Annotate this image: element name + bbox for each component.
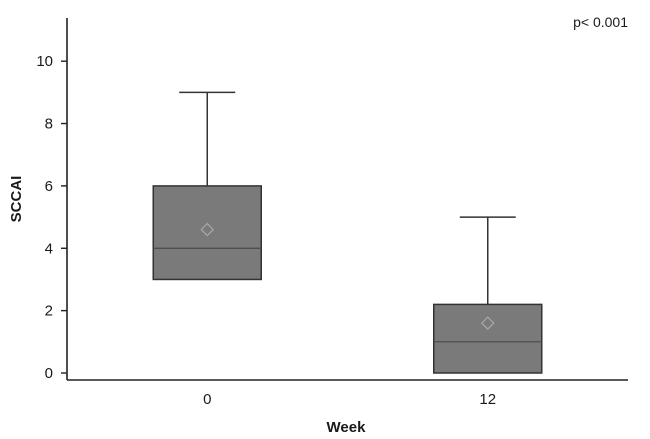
- x-axis-title: Week: [327, 419, 367, 436]
- y-axis-ticks: 0 2 4 6 8 10: [36, 53, 67, 382]
- y-tick-label: 6: [45, 178, 53, 195]
- mean-marker: [480, 316, 495, 330]
- y-tick-label: 8: [45, 116, 53, 133]
- interquartile-box: [433, 303, 543, 374]
- p-value-annotation: p< 0.001: [573, 14, 628, 30]
- plot-area: [66, 18, 628, 381]
- box-week-0: [152, 91, 262, 281]
- box-series: [152, 91, 543, 374]
- y-tick-label: 2: [45, 303, 53, 320]
- box-week-12: [433, 216, 543, 374]
- interquartile-box: [152, 185, 262, 281]
- y-tick-label: 10: [36, 53, 53, 70]
- x-axis-ticks: 0 12: [203, 391, 496, 408]
- y-axis-title: SCCAI: [8, 176, 25, 223]
- x-tick-label: 12: [479, 391, 496, 408]
- y-tick-label: 0: [45, 365, 53, 382]
- mean-marker: [200, 222, 215, 237]
- x-tick-label: 0: [203, 391, 211, 408]
- y-tick-label: 4: [45, 240, 53, 257]
